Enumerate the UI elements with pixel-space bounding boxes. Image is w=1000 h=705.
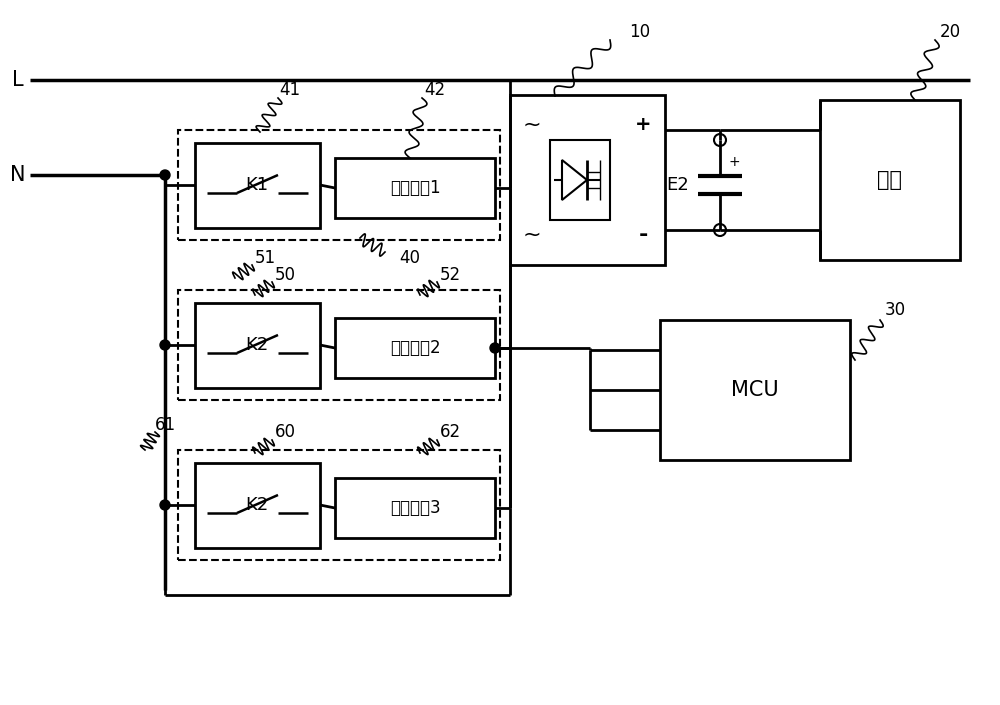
- Text: -: -: [638, 225, 648, 245]
- Text: 52: 52: [439, 266, 461, 284]
- Bar: [195, 463, 320, 548]
- Bar: [510, 95, 665, 265]
- Bar: [178, 450, 500, 560]
- Text: MCU: MCU: [731, 380, 779, 400]
- Text: 41: 41: [279, 81, 301, 99]
- Circle shape: [160, 170, 170, 180]
- Circle shape: [714, 224, 726, 236]
- Bar: [550, 140, 610, 220]
- Text: 62: 62: [439, 423, 461, 441]
- Text: 40: 40: [400, 249, 420, 267]
- Text: +: +: [635, 116, 651, 135]
- Bar: [335, 318, 495, 378]
- Circle shape: [160, 340, 170, 350]
- Bar: [178, 290, 500, 400]
- Bar: [195, 303, 320, 388]
- Text: K2: K2: [245, 496, 269, 514]
- Text: 20: 20: [939, 23, 961, 41]
- Bar: [335, 478, 495, 538]
- Circle shape: [160, 500, 170, 510]
- Text: 61: 61: [154, 416, 176, 434]
- Circle shape: [490, 343, 500, 353]
- Text: 30: 30: [884, 301, 906, 319]
- Text: 限流器件2: 限流器件2: [390, 339, 440, 357]
- Bar: [820, 100, 960, 260]
- Text: 51: 51: [254, 249, 276, 267]
- Text: K2: K2: [245, 336, 269, 354]
- Text: 60: 60: [274, 423, 296, 441]
- Text: L: L: [12, 70, 24, 90]
- Text: 限流器件3: 限流器件3: [390, 499, 440, 517]
- Text: 42: 42: [424, 81, 446, 99]
- Bar: [178, 130, 500, 240]
- Text: 限流器件1: 限流器件1: [390, 179, 440, 197]
- Text: 10: 10: [629, 23, 651, 41]
- Bar: [335, 158, 495, 218]
- Text: E2: E2: [667, 176, 689, 194]
- Bar: [660, 320, 850, 460]
- Text: N: N: [10, 165, 26, 185]
- Text: 负载: 负载: [878, 170, 902, 190]
- Polygon shape: [562, 160, 587, 200]
- Text: K1: K1: [245, 176, 269, 194]
- Bar: [195, 143, 320, 228]
- Text: ~: ~: [523, 115, 541, 135]
- Text: ~: ~: [523, 225, 541, 245]
- Circle shape: [714, 134, 726, 146]
- Text: +: +: [728, 155, 740, 169]
- Text: 50: 50: [274, 266, 296, 284]
